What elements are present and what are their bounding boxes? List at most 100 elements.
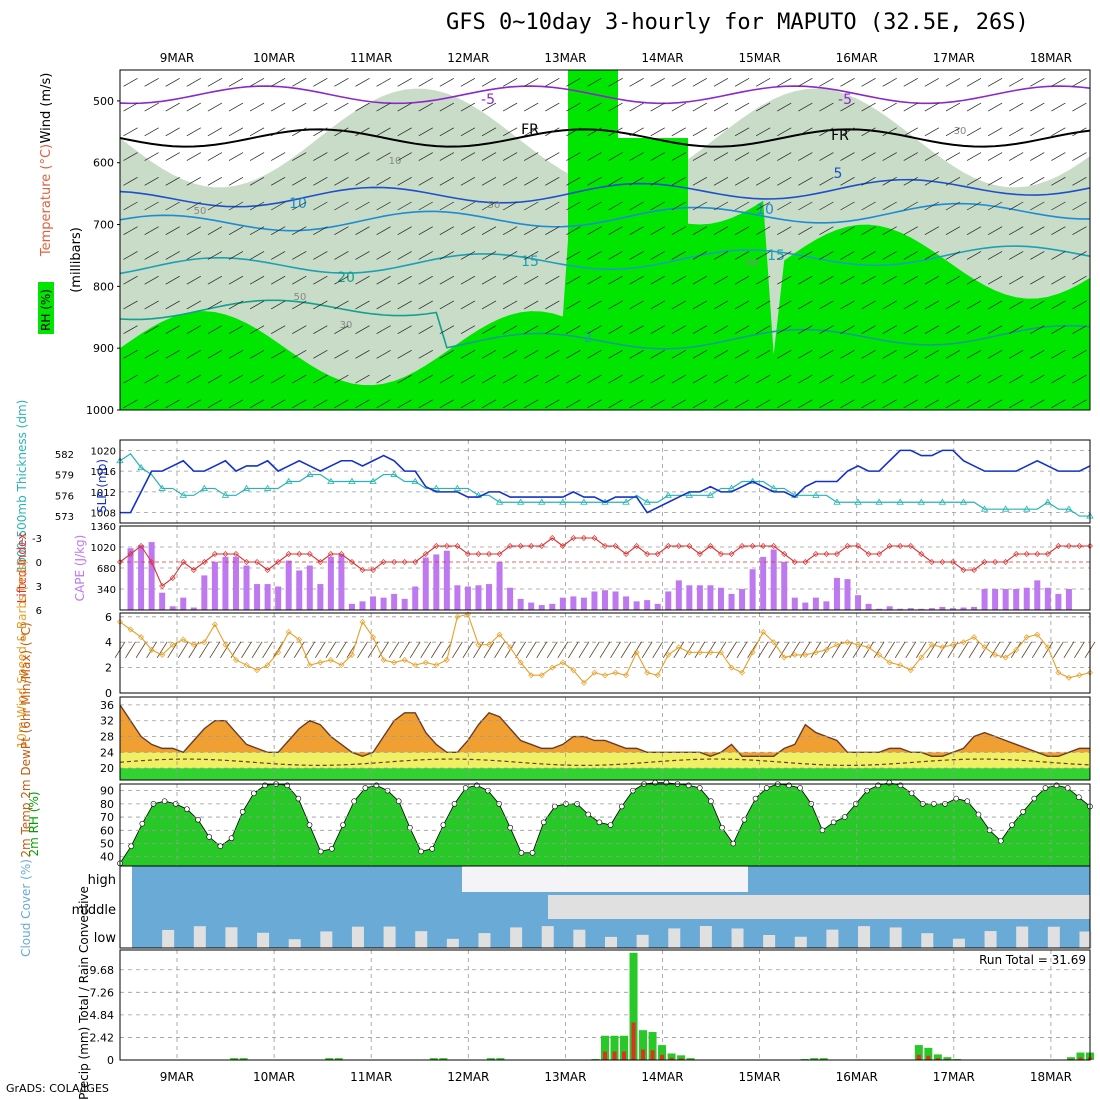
cape-bar [222,556,229,610]
rh2m-marker [540,819,547,826]
wind-barb [903,275,918,285]
wind-barb [418,102,433,112]
li-marker [654,551,661,557]
low-cloud-bar [952,938,965,948]
wind-barb [313,350,328,359]
wind-barb [755,325,771,334]
cape-bar [538,605,545,610]
li-marker [1002,559,1009,565]
li-marker [496,551,503,557]
wind-barb [629,399,644,409]
wind-barb [545,226,560,236]
wind-barb [270,176,286,186]
wind-barb [882,201,897,211]
wind-barb [798,176,813,186]
rh2m-marker [708,798,714,804]
cape-bar [275,586,282,610]
li-marker [138,543,145,549]
wind-barb [1051,176,1066,186]
wind-barb [144,102,159,112]
low-cloud-bar [1047,926,1060,948]
wind-tick-label: 6 [105,611,112,624]
wind-marker [1044,644,1051,651]
cape-bar [338,554,345,610]
li-marker [549,535,556,541]
wind-marker [412,662,419,669]
wind-barb [283,641,295,659]
wind-barb [882,152,897,161]
wind-barb [228,374,244,384]
wind-barb [439,176,455,186]
wind-barb [355,325,370,334]
rh2m-marker [329,846,335,852]
wind-barb [629,176,644,186]
wind-barb [186,350,201,359]
wind-barb [313,102,328,112]
wind-barb [481,374,497,384]
cape-bar [918,608,925,610]
temp-tick-label: 28 [100,731,114,744]
wind-barb [1009,78,1024,87]
thickness-marker [580,498,588,505]
wind-barb [671,226,686,236]
li-marker [517,543,524,549]
wind-barb [692,300,708,310]
contour-label: 50 [488,200,501,211]
rh2m-marker [1020,808,1026,815]
wind-barb [608,350,623,359]
cape-bar [728,593,735,610]
wind-barb [894,641,906,659]
wind-barb [587,325,602,334]
cape-bar [254,584,261,610]
wind-barb [249,275,265,285]
contour-label: FR [521,122,539,138]
thickness-marker [516,498,525,505]
wind-barb [945,127,961,137]
cape-tick-label: 1020 [91,543,116,554]
wind-marker [823,646,830,653]
li-marker [876,551,883,557]
li-marker [433,543,440,549]
wind-barb [819,374,834,384]
wind-barb [650,152,665,161]
precip-bar [924,1047,933,1060]
wind-barb [650,275,665,285]
li-marker [454,543,461,549]
wind-barb [376,78,391,87]
precip-bar [943,1057,952,1060]
wind-barb [334,201,349,211]
wind-barb [861,102,876,112]
thickness-marker [390,470,398,477]
wind-barb [945,325,961,334]
wind-barb [481,399,497,409]
panel-frame [119,69,1091,411]
wind-barb [502,78,518,87]
li-marker [370,567,377,573]
wind-barb [144,300,159,310]
low-cloud-bar [257,932,270,948]
li-marker [644,551,651,557]
wind-marker [222,641,229,648]
wind-barb [987,176,1003,186]
wind-barb [536,641,548,659]
wind-barb [1072,275,1087,285]
rh2m-marker [975,811,982,818]
wind-barb [418,251,433,260]
wind-barb [481,78,497,87]
wind-barb [671,152,686,161]
wind-barb [1000,641,1011,659]
wind-barb [460,176,476,186]
wind-marker [886,659,893,666]
wind-barb [840,300,855,310]
wind-barb [566,251,581,260]
rh2m-tick-label: 40 [100,851,114,864]
wind-marker [1034,631,1041,638]
wind-barb [123,201,138,211]
wind-barb [578,641,590,659]
wind-barb [270,78,286,87]
wind-barb [376,127,391,137]
rh2m-marker [696,785,703,791]
wind-barb [481,300,497,310]
wind-barb [798,226,813,236]
wind-barb [502,374,518,384]
